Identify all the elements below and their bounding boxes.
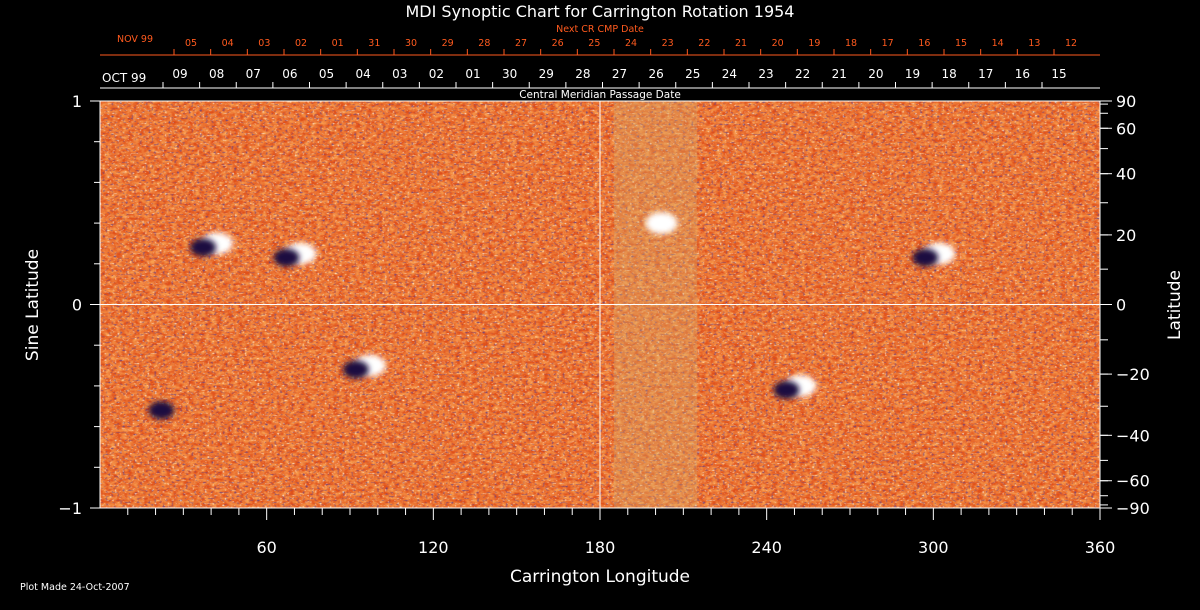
y-tick-label-right: 40: [1116, 165, 1136, 184]
next-cmp-date-label: 03: [258, 38, 270, 49]
x-tick-label: 60: [256, 538, 276, 557]
next-cmp-date-label: 30: [405, 38, 417, 49]
cmp-date-label: 16: [1015, 67, 1030, 81]
cmp-date-label: 28: [575, 67, 590, 81]
y-axis-label-left: Sine Latitude: [23, 249, 43, 361]
next-cmp-date-label: 12: [1065, 38, 1077, 49]
next-cmp-date-label: 02: [295, 38, 307, 49]
y-tick-label-right: −60: [1116, 472, 1150, 491]
next-cmp-date-label: 29: [442, 38, 454, 49]
next-cmp-date-label: 13: [1028, 38, 1040, 49]
cmp-date-label: 17: [978, 67, 993, 81]
next-cmp-date-label: 21: [735, 38, 747, 49]
cmp-date-label: 08: [209, 67, 224, 81]
cmp-date-label: 09: [172, 67, 187, 81]
cmp-date-label: 02: [429, 67, 444, 81]
active-region-negative: [773, 380, 800, 399]
next-cmp-date-label: 22: [698, 38, 710, 49]
cmp-date-label: 24: [722, 67, 737, 81]
cmp-date-label: 15: [1051, 67, 1066, 81]
magnetogram-map: [99, 100, 1101, 509]
next-cmp-date-label: 23: [662, 38, 674, 49]
y-tick-label-right: 90: [1116, 92, 1136, 111]
y-axis-label-right: Latitude: [1165, 270, 1185, 340]
active-region-negative: [190, 238, 217, 257]
next-cmp-date-label: 31: [368, 38, 380, 49]
cmp-date-label: 26: [648, 67, 663, 81]
y-tick-label-right: −40: [1116, 426, 1150, 445]
y-tick-label-right: 20: [1116, 226, 1136, 245]
next-cmp-date-label: 25: [588, 38, 600, 49]
cmp-date-label: 30: [502, 67, 517, 81]
cmp-date-label: 27: [612, 67, 627, 81]
cmp-date-label: 23: [758, 67, 773, 81]
active-region-positive: [645, 212, 678, 235]
next-cmp-date-label: 28: [478, 38, 490, 49]
x-tick-label: 360: [1085, 538, 1116, 557]
next-cmp-date-label: 20: [772, 38, 784, 49]
cmp-date-label: 18: [941, 67, 956, 81]
x-axis-label: Carrington Longitude: [510, 567, 690, 587]
x-tick-label: 180: [585, 538, 616, 557]
next-cmp-date-label: 04: [222, 38, 234, 49]
y-tick-label-right: −90: [1116, 499, 1150, 518]
cmp-date-label: 04: [355, 67, 370, 81]
next-cmp-date-label: 18: [845, 38, 857, 49]
y-tick-label-right: −20: [1116, 365, 1150, 384]
cmp-axis-title: Central Meridian Passage Date: [519, 89, 681, 101]
latitude-axis: 90 60 40 20 0 −20 −40 −60 −90: [1100, 92, 1150, 518]
cmp-date-label: 05: [319, 67, 334, 81]
y-tick-label-left: −1: [58, 499, 82, 518]
next-cmp-date-label: 17: [882, 38, 894, 49]
next-cmp-date-label: 27: [515, 38, 527, 49]
next-cmp-date-label: 14: [992, 38, 1004, 49]
cmp-date-label: 06: [282, 67, 297, 81]
y-tick-label-left: 1: [72, 92, 82, 111]
next-cmp-date-label: 16: [918, 38, 930, 49]
next-cmp-axis-title: Next CR CMP Date: [556, 24, 644, 35]
cmp-date-label: 03: [392, 67, 407, 81]
cmp-date-label: 01: [465, 67, 480, 81]
active-region-negative: [148, 401, 175, 420]
y-tick-label-left: 0: [72, 296, 82, 315]
cmp-date-label: 29: [539, 67, 554, 81]
cmp-date-label: 22: [795, 67, 810, 81]
x-tick-label: 120: [418, 538, 449, 557]
active-region-negative: [273, 248, 300, 267]
next-cmp-date-label: 19: [808, 38, 820, 49]
next-cmp-date-label: 05: [185, 38, 197, 49]
cmp-date-label: 07: [246, 67, 261, 81]
next-cmp-month: NOV 99: [117, 34, 153, 45]
next-cmp-date-label: 24: [625, 38, 637, 49]
next-cmp-date-label: 01: [332, 38, 344, 49]
active-region-negative: [912, 248, 939, 267]
plot-made-footer: Plot Made 24-Oct-2007: [20, 582, 130, 593]
chart-title: MDI Synoptic Chart for Carrington Rotati…: [406, 2, 795, 21]
cmp-date-label: 19: [905, 67, 920, 81]
x-tick-label: 300: [918, 538, 949, 557]
next-cmp-date-label: 26: [552, 38, 564, 49]
active-region-negative: [342, 360, 369, 379]
longitude-axis: 60 120 180 240 300 360: [127, 508, 1116, 557]
cmp-date-label: 25: [685, 67, 700, 81]
next-cmp-date-label: 15: [955, 38, 967, 49]
cmp-date-label: 20: [868, 67, 883, 81]
y-tick-label-right: 0: [1116, 296, 1126, 315]
x-tick-label: 240: [751, 538, 782, 557]
cmp-date-label: 21: [832, 67, 847, 81]
cmp-month: OCT 99: [102, 71, 146, 85]
top-date-axes: Next CR CMP Date NOV 99 05 04 03 02 01 31 30 29 28…: [100, 24, 1100, 101]
sine-latitude-axis: 1 0 −1: [58, 92, 100, 518]
y-tick-label-right: 60: [1116, 119, 1136, 138]
